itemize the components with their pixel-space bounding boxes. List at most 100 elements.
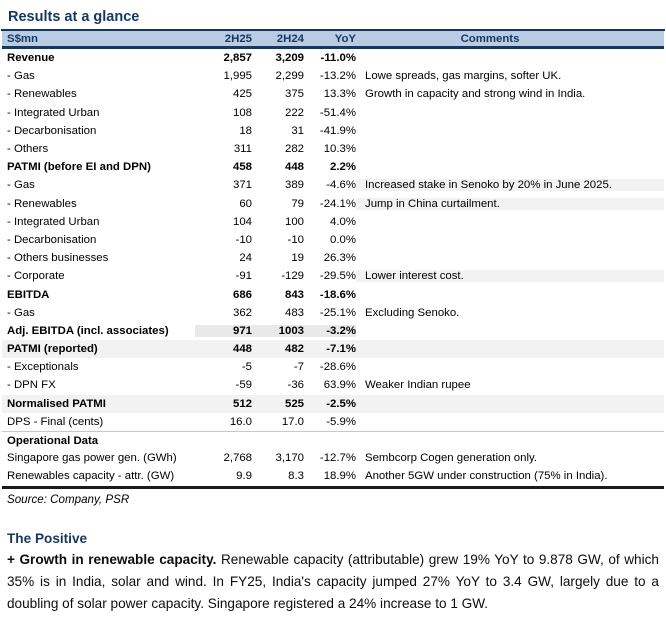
- positive-section: The Positive + Growth in renewable capac…: [0, 531, 666, 616]
- value-yoy: 10.3%: [323, 143, 356, 156]
- row-comment: Another 5GW under construction (75% in I…: [365, 470, 608, 483]
- table-row: - Exceptionals -5 -7 -28.6%: [2, 358, 664, 376]
- value-yoy: -5.9%: [326, 415, 356, 428]
- value-2h24: 19: [291, 252, 304, 265]
- value-yoy: -7.1%: [326, 343, 356, 356]
- section-title: Results at a glance: [1, 6, 665, 31]
- value-2h24: 222: [284, 106, 304, 119]
- value-yoy: -18.6%: [319, 288, 356, 301]
- row-label: DPS - Final (cents): [7, 415, 104, 428]
- value-2h25: 9.9: [236, 470, 252, 483]
- row-label: - DPN FX: [7, 379, 56, 392]
- value-2h25: 311: [233, 143, 252, 156]
- value-yoy: -41.9%: [319, 124, 356, 137]
- value-2h24: 483: [284, 306, 304, 319]
- row-label: - Renewables: [7, 88, 77, 101]
- value-2h24: 843: [284, 288, 304, 301]
- value-yoy: 2.2%: [330, 161, 356, 174]
- row-label: EBITDA: [7, 288, 50, 301]
- column-header-ssmn: S$mn: [7, 32, 39, 45]
- value-2h24: 375: [284, 88, 304, 101]
- table-row: PATMI (reported) 448 482 -7.1%: [2, 340, 664, 359]
- value-2h25: 458: [232, 161, 252, 174]
- row-label: Renewables capacity - attr. (GW): [7, 470, 175, 483]
- value-2h24: -7: [293, 361, 304, 374]
- row-label: - Others businesses: [7, 252, 109, 265]
- row-label: - Decarbonisation: [7, 124, 97, 137]
- value-2h24: 1003: [252, 324, 304, 337]
- value-yoy: -4.6%: [326, 179, 356, 192]
- table-row: - Renewables 60 79 -24.1% Jump in China curt…: [2, 195, 664, 213]
- value-yoy: -12.7%: [319, 452, 356, 465]
- value-yoy: -24.1%: [319, 197, 356, 210]
- row-comment: Increased stake in Senoko by 20% in June…: [356, 179, 664, 192]
- table-row: Operational Data: [2, 430, 664, 449]
- row-label: - Gas: [7, 179, 35, 192]
- column-header-comments: Comments: [460, 32, 520, 45]
- value-2h25: -10: [235, 233, 252, 246]
- positive-lead: + Growth in renewable capacity.: [7, 551, 217, 567]
- value-yoy: 18.9%: [323, 470, 356, 483]
- table-row: - Decarbonisation -10 -10 0.0%: [2, 231, 664, 249]
- row-comment: Jump in China curtailment.: [356, 197, 664, 210]
- value-2h24: -10: [287, 233, 304, 246]
- table-row: DPS - Final (cents) 16.0 17.0 -5.9%: [2, 413, 664, 431]
- value-yoy: -11.0%: [320, 52, 356, 65]
- value-2h25: 362: [232, 306, 252, 319]
- row-label: - Corporate: [7, 270, 65, 283]
- value-2h25: 2,857: [223, 52, 252, 65]
- value-yoy: -2.5%: [326, 397, 356, 410]
- value-2h25: 425: [232, 88, 252, 101]
- value-yoy: 0.0%: [330, 233, 356, 246]
- value-2h25: 686: [232, 288, 252, 301]
- value-yoy: -13.2%: [319, 70, 356, 83]
- value-2h24: 389: [284, 179, 304, 192]
- value-2h24: 100: [284, 215, 304, 228]
- positive-paragraph: + Growth in renewable capacity. Renewabl…: [7, 549, 659, 616]
- value-2h25: -5: [241, 361, 252, 374]
- value-2h25: 1,995: [223, 70, 252, 83]
- value-2h24: 8.3: [288, 470, 304, 483]
- value-2h24: 482: [284, 343, 304, 356]
- table-row: Normalised PATMI 512 525 -2.5%: [2, 394, 664, 413]
- report-page: Results at a glance S$mn 2H25 2H24 YoY C…: [0, 6, 666, 616]
- value-yoy: 26.3%: [323, 252, 356, 265]
- value-yoy: 13.3%: [323, 88, 356, 101]
- column-header-2h25: 2H25: [224, 32, 252, 45]
- row-label: Normalised PATMI: [7, 397, 106, 410]
- table-row: PATMI (before EI and DPN) 458 448 2.2%: [2, 158, 664, 176]
- table-body: Revenue 2,857 3,209 -11.0% - Gas 1,995 2,299 -1…: [2, 49, 664, 486]
- table-row: - Gas 362 483 -25.1% Excluding Senoko.: [2, 304, 664, 322]
- value-yoy: -25.1%: [319, 306, 356, 319]
- row-label: - Others: [7, 143, 49, 156]
- table-row: - Decarbonisation 18 31 -41.9%: [2, 122, 664, 140]
- value-2h24: 3,170: [275, 452, 304, 465]
- table-row: Revenue 2,857 3,209 -11.0%: [2, 49, 664, 67]
- value-2h24: 448: [284, 161, 304, 174]
- row-label: - Integrated Urban: [7, 106, 100, 119]
- value-2h25: 512: [232, 397, 252, 410]
- row-comment: Excluding Senoko.: [365, 306, 460, 319]
- value-yoy: 4.0%: [330, 215, 356, 228]
- value-2h25: 24: [239, 252, 252, 265]
- value-2h25: -59: [235, 379, 252, 392]
- value-2h24: 17.0: [281, 415, 304, 428]
- row-comment: Weaker Indian rupee: [365, 379, 471, 392]
- table-row: - Corporate -91 -129 -29.5% Lower interest c…: [2, 267, 664, 285]
- source-note: Source: Company, PSR: [7, 492, 130, 506]
- table-row: - Gas 1,995 2,299 -13.2% Lowe spreads, gas m…: [2, 67, 664, 85]
- row-label: - Renewables: [7, 197, 77, 210]
- table-row: Singapore gas power gen. (GWh) 2,768 3,170…: [2, 449, 664, 467]
- value-2h25: 971: [195, 324, 252, 337]
- row-comment: Sembcorp Cogen generation only.: [365, 452, 538, 465]
- value-2h24: 79: [291, 197, 304, 210]
- value-2h25: 60: [239, 197, 252, 210]
- value-2h24: 3,209: [275, 52, 304, 65]
- row-label: Singapore gas power gen. (GWh): [7, 452, 177, 465]
- table-row: - Integrated Urban 108 222 -51.4%: [2, 104, 664, 122]
- table-row: Adj. EBITDA (incl. associates) 971 1003 -3.…: [2, 322, 664, 340]
- value-yoy: 63.9%: [323, 379, 356, 392]
- value-2h25: 18: [239, 124, 252, 137]
- value-yoy: -29.5%: [319, 270, 356, 283]
- column-header-2h24: 2H24: [276, 32, 304, 45]
